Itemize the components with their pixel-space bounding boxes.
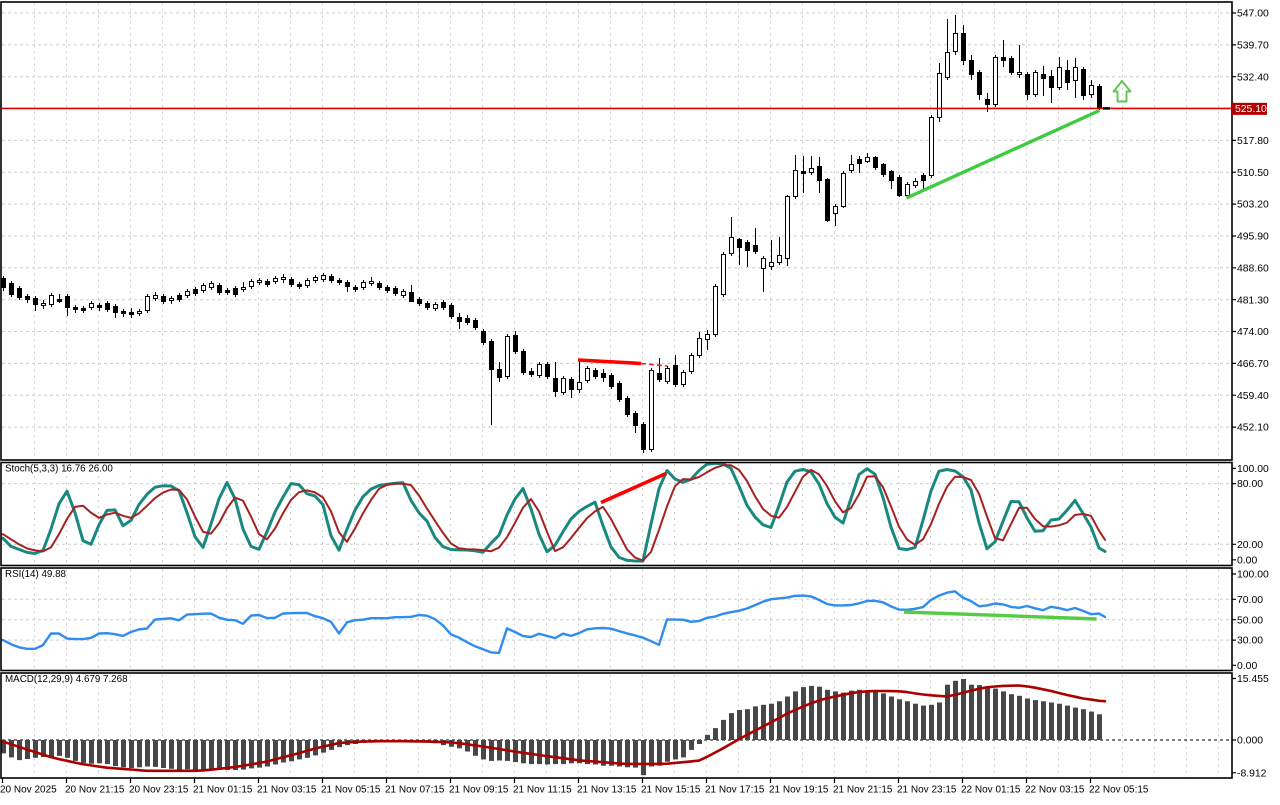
svg-text:20 Nov 23:15: 20 Nov 23:15 <box>129 785 189 796</box>
svg-text:20.00: 20.00 <box>1237 540 1263 551</box>
svg-text:21 Nov 07:15: 21 Nov 07:15 <box>385 785 445 796</box>
svg-text:532.40: 532.40 <box>1237 72 1269 83</box>
svg-text:30.00: 30.00 <box>1237 636 1263 647</box>
svg-text:539.70: 539.70 <box>1237 40 1269 51</box>
svg-text:488.60: 488.60 <box>1237 263 1269 274</box>
svg-text:21 Nov 13:15: 21 Nov 13:15 <box>577 785 637 796</box>
svg-text:20 Nov 21:15: 20 Nov 21:15 <box>65 785 125 796</box>
svg-text:15.455: 15.455 <box>1237 674 1269 685</box>
svg-text:70.00: 70.00 <box>1237 595 1263 606</box>
svg-text:481.30: 481.30 <box>1237 295 1269 306</box>
svg-text:20 Nov 2025: 20 Nov 2025 <box>0 785 57 796</box>
svg-text:474.00: 474.00 <box>1237 327 1269 338</box>
svg-text:21 Nov 11:15: 21 Nov 11:15 <box>513 785 572 796</box>
svg-text:21 Nov 21:15: 21 Nov 21:15 <box>833 785 893 796</box>
svg-text:452.10: 452.10 <box>1237 423 1269 434</box>
svg-text:50.00: 50.00 <box>1237 615 1263 626</box>
svg-text:525.10: 525.10 <box>1235 104 1267 115</box>
svg-text:-8.912: -8.912 <box>1237 768 1267 779</box>
svg-text:100.00: 100.00 <box>1237 464 1269 475</box>
svg-text:459.40: 459.40 <box>1237 391 1269 402</box>
svg-text:466.70: 466.70 <box>1237 359 1269 370</box>
svg-text:503.20: 503.20 <box>1237 200 1269 211</box>
svg-text:21 Nov 05:15: 21 Nov 05:15 <box>321 785 381 796</box>
svg-text:MACD(12,29,9) 4.679 7.268: MACD(12,29,9) 4.679 7.268 <box>5 674 128 685</box>
svg-text:0.00: 0.00 <box>1237 661 1257 672</box>
svg-text:22 Nov 05:15: 22 Nov 05:15 <box>1089 785 1149 796</box>
svg-text:21 Nov 03:15: 21 Nov 03:15 <box>257 785 317 796</box>
svg-text:21 Nov 09:15: 21 Nov 09:15 <box>449 785 509 796</box>
svg-text:0.00: 0.00 <box>1237 555 1257 566</box>
svg-text:100.00: 100.00 <box>1237 570 1269 581</box>
svg-text:21 Nov 17:15: 21 Nov 17:15 <box>705 785 765 796</box>
svg-text:21 Nov 01:15: 21 Nov 01:15 <box>193 785 253 796</box>
svg-text:22 Nov 01:15: 22 Nov 01:15 <box>961 785 1021 796</box>
svg-text:21 Nov 19:15: 21 Nov 19:15 <box>769 785 829 796</box>
svg-text:Stoch(5,3,3) 16.76 26.00: Stoch(5,3,3) 16.76 26.00 <box>5 464 113 475</box>
svg-text:495.90: 495.90 <box>1237 232 1269 243</box>
svg-text:21 Nov 15:15: 21 Nov 15:15 <box>641 785 701 796</box>
svg-text:21 Nov 23:15: 21 Nov 23:15 <box>897 785 957 796</box>
svg-text:80.00: 80.00 <box>1237 479 1263 490</box>
svg-text:547.00: 547.00 <box>1237 9 1269 20</box>
svg-text:510.50: 510.50 <box>1237 168 1269 179</box>
svg-text:0.000: 0.000 <box>1237 736 1263 747</box>
svg-text:22 Nov 03:15: 22 Nov 03:15 <box>1025 785 1085 796</box>
svg-text:RSI(14) 49.88: RSI(14) 49.88 <box>5 569 67 580</box>
svg-text:517.80: 517.80 <box>1237 136 1269 147</box>
